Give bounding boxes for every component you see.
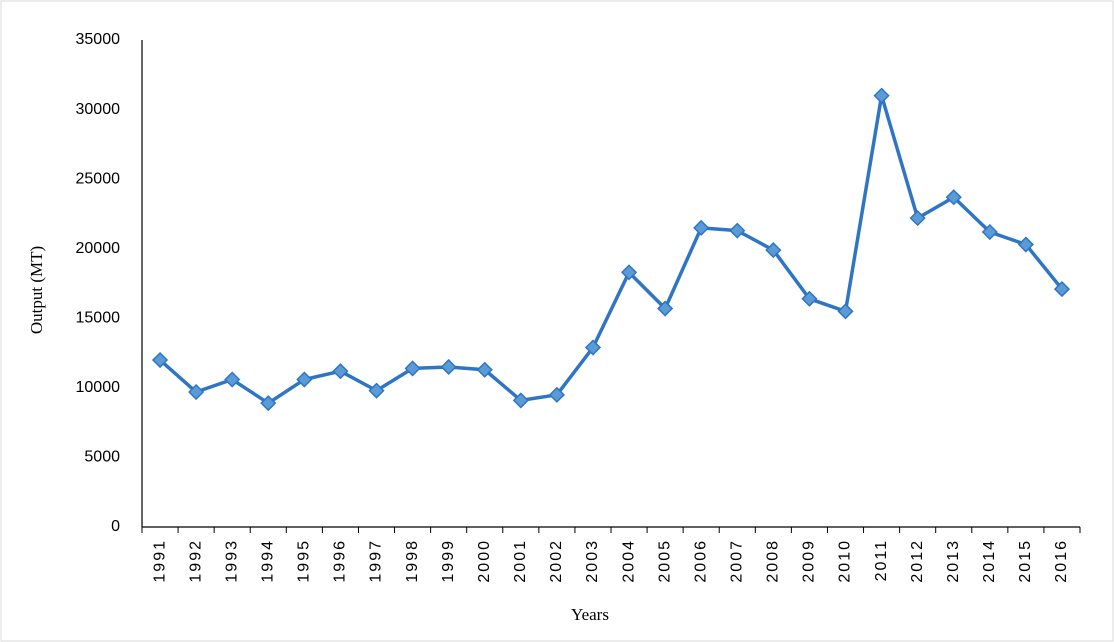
data-marker	[224, 371, 241, 388]
x-tick-label: 2006	[692, 539, 709, 583]
data-marker	[765, 242, 782, 259]
data-marker	[548, 386, 565, 403]
data-marker	[151, 351, 169, 369]
data-marker	[693, 219, 710, 236]
y-tick-label: 10000	[76, 379, 121, 396]
x-tick-label: 2001	[512, 539, 529, 583]
data-marker	[1053, 281, 1071, 298]
x-tick-label: 2009	[801, 539, 818, 583]
data-marker	[1017, 236, 1034, 253]
data-marker	[332, 363, 349, 380]
data-marker	[512, 392, 529, 409]
x-tick-label: 2013	[945, 539, 962, 583]
data-marker	[440, 358, 457, 376]
x-axis-title: Years	[571, 605, 609, 624]
y-tick-label: 20000	[76, 240, 121, 257]
data-marker	[657, 300, 674, 317]
data-marker	[260, 395, 277, 412]
x-tick-label: 1993	[223, 539, 240, 583]
data-marker	[945, 189, 962, 206]
x-tick-label: 2015	[1017, 539, 1034, 583]
data-marker	[801, 290, 818, 307]
y-tick-label: 0	[111, 518, 120, 535]
data-marker	[981, 223, 998, 241]
x-tick-label: 2012	[909, 539, 926, 583]
x-tick-label: 2002	[548, 539, 565, 583]
data-marker	[476, 361, 493, 378]
x-tick-label: 2014	[981, 539, 998, 583]
x-tick-label: 2016	[1053, 539, 1070, 583]
data-marker	[584, 339, 602, 356]
data-marker	[188, 383, 205, 401]
x-tick-label: 1998	[404, 539, 421, 583]
x-tick-label: 2011	[873, 539, 890, 581]
data-marker	[368, 382, 385, 399]
x-tick-label: 1992	[187, 539, 204, 583]
y-tick-label: 25000	[76, 170, 121, 187]
data-marker	[404, 360, 421, 377]
data-marker	[296, 371, 313, 388]
x-tick-label: 2010	[837, 539, 854, 583]
y-tick-label: 15000	[76, 310, 121, 327]
x-tick-label: 1994	[259, 539, 276, 583]
x-tick-label: 2000	[476, 539, 493, 583]
y-tick-label: 5000	[84, 449, 120, 466]
x-tick-label: 2008	[765, 539, 782, 583]
x-tick-label: 2007	[728, 539, 745, 583]
x-tick-label: 1997	[368, 539, 385, 583]
y-tick-label: 35000	[76, 31, 121, 48]
x-tick-label: 2005	[656, 539, 673, 583]
data-marker	[729, 222, 746, 239]
data-marker	[837, 303, 854, 320]
x-tick-label: 2004	[620, 539, 637, 583]
y-axis-title: Output (MT)	[27, 246, 46, 334]
x-tick-label: 1995	[296, 539, 313, 583]
y-tick-label: 30000	[76, 101, 121, 118]
data-marker	[873, 87, 890, 104]
x-tick-label: 1999	[440, 539, 457, 583]
data-marker	[620, 264, 638, 281]
data-marker	[909, 210, 926, 227]
x-tick-label: 1991	[151, 539, 168, 583]
x-tick-label: 2003	[584, 539, 601, 583]
x-tick-label: 1996	[332, 539, 349, 583]
